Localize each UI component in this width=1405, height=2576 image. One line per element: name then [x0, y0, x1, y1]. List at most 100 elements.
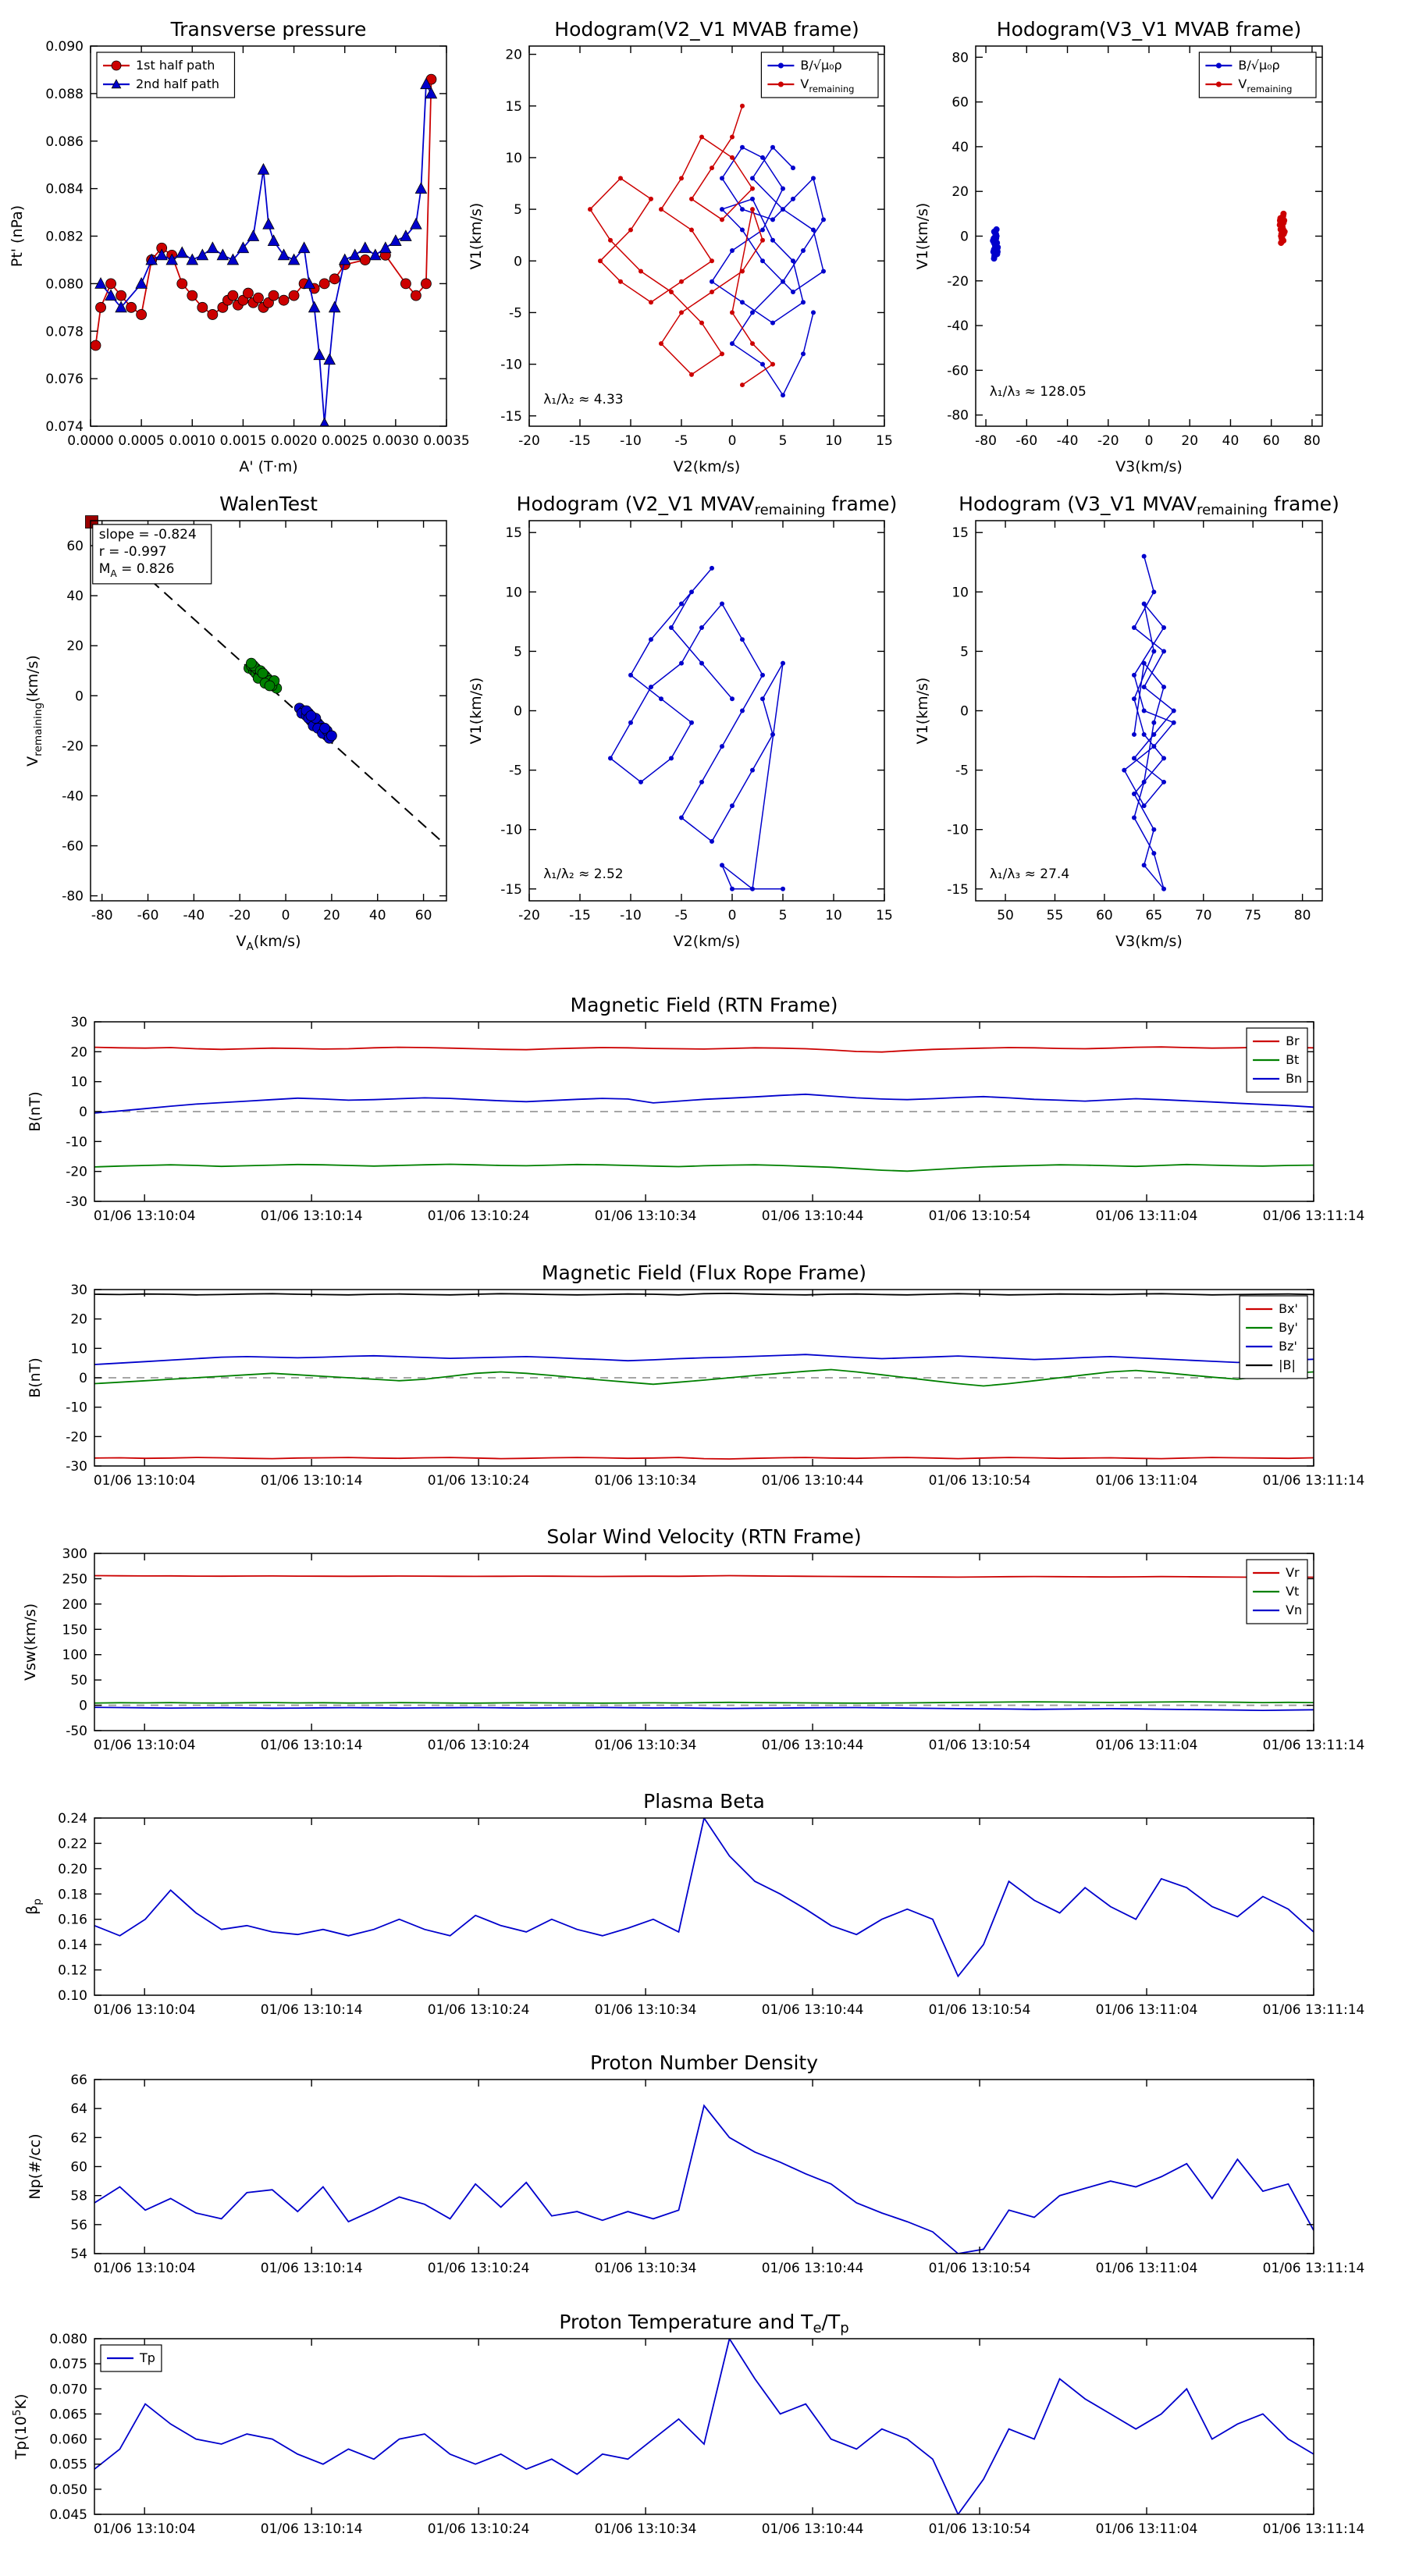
legend-label: Vn	[1286, 1603, 1302, 1617]
x-tick-label: 0.0005	[118, 433, 164, 449]
x-tick-label: 01/06 13:10:14	[261, 2521, 363, 2537]
chart-hodogram_v3v1_mvav: 50 55 60 65 70 75 80 -15 -10 -5 0 5 10 15 Hodogram (V3…	[914, 493, 1339, 950]
annotation-text: MA = 0.826	[99, 561, 175, 579]
y-axis-label: B(nT)	[27, 1091, 44, 1132]
x-tick-label: 50	[997, 908, 1014, 923]
y-tick-label: 300	[62, 1546, 87, 1562]
y-tick-label: 0.18	[58, 1887, 87, 1902]
y-axis-label: B(nT)	[27, 1357, 44, 1398]
y-tick-label: 5	[514, 202, 522, 218]
x-axis-label: A' (T·m)	[239, 458, 297, 475]
y-tick-label: 150	[62, 1622, 87, 1638]
chart-title: Solar Wind Velocity (RTN Frame)	[546, 1525, 861, 1548]
y-tick-label: 10	[505, 585, 522, 600]
y-tick-label: -10	[500, 823, 522, 838]
x-axis-label: V2(km/s)	[674, 458, 741, 475]
y-tick-label: 40	[951, 140, 969, 155]
y-tick-label: 15	[505, 99, 522, 115]
y-tick-label: 62	[70, 2130, 87, 2146]
x-tick-label: -20	[518, 908, 540, 923]
x-tick-label: 01/06 13:11:14	[1263, 2261, 1365, 2276]
annotation-text: λ₁/λ₂ ≈ 4.33	[543, 392, 623, 407]
y-tick-label: 5	[514, 644, 522, 660]
x-tick-label: 01/06 13:10:14	[261, 2002, 363, 2018]
y-tick-label: 30	[70, 1283, 87, 1298]
x-tick-label: 01/06 13:10:34	[595, 1738, 697, 1753]
x-tick-label: -40	[183, 908, 205, 923]
x-tick-label: 01/06 13:10:44	[762, 2521, 864, 2537]
legend: 1st half path 2nd half path	[96, 52, 236, 98]
x-tick-label: 5	[779, 433, 788, 449]
x-tick-label: 01/06 13:10:34	[595, 2521, 697, 2537]
x-tick-label: -5	[675, 908, 688, 923]
x-tick-label: 01/06 13:10:34	[595, 1473, 697, 1489]
chart-walen_test: -80 -60 -40 -20 0 20 40 60 -80 -60 -40 -20 0 20 40 60 Wa…	[24, 493, 447, 953]
legend-label: Vr	[1286, 1565, 1300, 1580]
chart-title: WalenTest	[219, 493, 318, 515]
y-tick-label: 0.074	[45, 419, 84, 435]
y-axis-label: Tp(105K)	[11, 2394, 30, 2460]
y-tick-label: 80	[951, 50, 969, 66]
y-tick-label: 0.10	[58, 1988, 87, 2004]
x-tick-label: -10	[620, 908, 642, 923]
x-tick-label: -20	[518, 433, 540, 449]
x-tick-label: 20	[323, 908, 340, 923]
chart-title: Proton Temperature and Te/Tp	[559, 2311, 848, 2336]
y-tick-label: 20	[70, 1312, 87, 1328]
y-tick-label: 30	[70, 1015, 87, 1030]
x-tick-label: 01/06 13:10:14	[261, 1473, 363, 1489]
y-tick-label: 0.14	[58, 1937, 87, 1953]
x-tick-label: 0.0015	[220, 433, 266, 449]
x-tick-label: 01/06 13:10:24	[428, 1208, 530, 1224]
x-tick-label: 01/06 13:10:44	[762, 2002, 864, 2018]
y-tick-label: 0	[79, 1699, 87, 1714]
y-tick-label: 10	[70, 1341, 87, 1357]
x-tick-label: 20	[1181, 433, 1198, 449]
x-tick-label: 01/06 13:11:04	[1096, 1208, 1198, 1224]
y-tick-label: 0.16	[58, 1912, 87, 1928]
y-tick-label: 60	[70, 2160, 87, 2176]
x-tick-label: 01/06 13:10:24	[428, 2002, 530, 2018]
legend: Bx' By' Bz' |B|	[1239, 1295, 1308, 1379]
y-tick-label: 0.055	[49, 2457, 87, 2473]
chart-proton_density: 01/06 13:10:04 01/06 13:10:14 01/06 13:10:…	[27, 2051, 1364, 2276]
x-tick-label: -80	[91, 908, 113, 923]
y-tick-label: -5	[955, 763, 969, 779]
x-tick-label: 0.0025	[322, 433, 368, 449]
x-tick-label: 01/06 13:10:04	[94, 2002, 196, 2018]
annotation-text: λ₁/λ₂ ≈ 2.52	[543, 866, 623, 882]
y-tick-label: 0.075	[49, 2357, 87, 2372]
y-tick-label: -15	[500, 882, 522, 898]
x-tick-label: 0	[728, 908, 737, 923]
y-tick-label: 0	[79, 1105, 87, 1120]
legend-label: Br	[1286, 1034, 1300, 1048]
legend-label: Bt	[1286, 1052, 1299, 1067]
y-tick-label: 0	[960, 704, 969, 720]
y-tick-label: -50	[66, 1724, 87, 1739]
y-tick-label: 0.060	[49, 2432, 87, 2448]
chart-vsw_rtn: 01/06 13:10:04 01/06 13:10:14 01/06 13:10:…	[22, 1525, 1364, 1753]
y-tick-label: 15	[505, 525, 522, 541]
chart-plasma_beta: 01/06 13:10:04 01/06 13:10:14 01/06 13:10:…	[23, 1790, 1364, 2018]
chart-hodogram_v2v1_mvav: -20 -15 -10 -5 0 5 10 15 -15 -10 -5 0 5 10 15 Hodogram …	[468, 493, 897, 950]
y-tick-label: 54	[70, 2247, 87, 2262]
x-tick-label: -60	[1016, 433, 1037, 449]
x-tick-label: 01/06 13:10:24	[428, 2261, 530, 2276]
annotation-text: slope = -0.824	[99, 527, 197, 543]
legend: B/√μ₀ρ Vremaining	[760, 52, 879, 98]
legend: Tp	[100, 2344, 162, 2372]
annotation-text: r = -0.997	[99, 544, 167, 560]
y-tick-label: 0.065	[49, 2407, 87, 2422]
x-tick-label: 01/06 13:11:14	[1263, 2521, 1365, 2537]
y-tick-label: 10	[70, 1075, 87, 1091]
y-axis-label: V1(km/s)	[468, 678, 485, 745]
x-tick-label: -15	[569, 433, 591, 449]
x-tick-label: 5	[779, 908, 788, 923]
legend-label: 1st half path	[136, 58, 215, 73]
y-tick-label: 0.070	[49, 2382, 87, 2397]
y-tick-label: 0.22	[58, 1836, 87, 1852]
legend-label: Vremaining	[1238, 76, 1292, 94]
y-tick-label: 40	[66, 589, 84, 604]
y-tick-label: -5	[509, 763, 522, 779]
y-tick-label: 58	[70, 2189, 87, 2204]
